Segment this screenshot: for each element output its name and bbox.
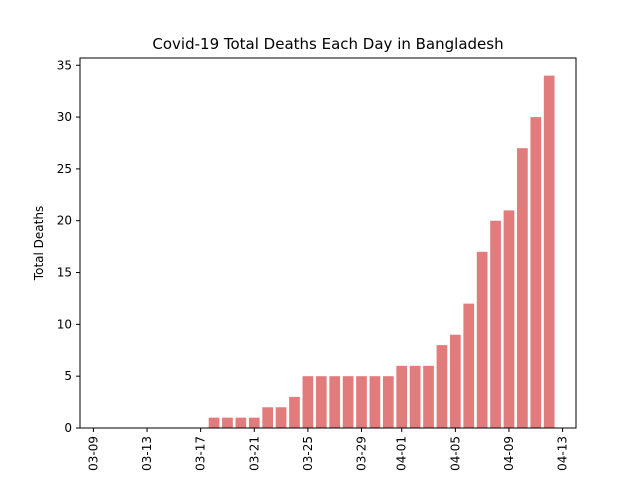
bar (396, 365, 408, 428)
y-tick-label: 15 (57, 266, 72, 280)
x-tick-label: 04-01 (395, 436, 409, 471)
x-tick-label: 03-09 (86, 436, 100, 471)
plot-frame (79, 57, 577, 429)
bar (503, 210, 515, 428)
y-tick-label: 0 (64, 421, 72, 435)
bar (517, 148, 528, 429)
x-tick-label: 04-09 (502, 436, 516, 471)
y-tick-label: 25 (57, 162, 72, 176)
y-tick-label: 30 (57, 110, 72, 124)
bars (208, 75, 555, 429)
x-tick-label: 04-05 (448, 436, 462, 471)
bar (235, 417, 247, 428)
bar (275, 407, 287, 428)
bar (342, 376, 354, 428)
y-axis-label: Total Deaths (32, 206, 46, 281)
x-tick-label: 03-25 (301, 436, 315, 471)
y-tick-label: 10 (57, 317, 72, 331)
bar (423, 365, 434, 428)
bar (329, 376, 341, 428)
bar (315, 376, 327, 428)
y-axis: 0 5 10 15 20 25 30 35 (57, 58, 80, 435)
bar (436, 345, 448, 428)
x-tick-label: 03-13 (140, 436, 154, 471)
bar (409, 365, 421, 428)
y-tick-label: 5 (64, 369, 72, 383)
bar (463, 303, 475, 428)
bar (449, 334, 461, 428)
y-tick-label: 20 (57, 214, 72, 228)
bar (356, 376, 367, 428)
bar (208, 417, 220, 428)
bar (476, 251, 488, 428)
x-tick-label: 03-17 (194, 436, 208, 471)
bar (382, 376, 394, 428)
x-tick-label: 03-21 (247, 436, 261, 471)
chart-title: Covid-19 Total Deaths Each Day in Bangla… (152, 35, 503, 53)
bar (543, 75, 555, 429)
bar (369, 376, 381, 428)
bar (302, 376, 314, 428)
bar (262, 407, 274, 428)
bar (222, 417, 233, 428)
bar (248, 417, 260, 428)
bar (289, 396, 300, 428)
bar (490, 220, 501, 428)
x-tick-label: 03-29 (355, 436, 369, 471)
bar (530, 117, 542, 428)
x-axis: 03-09 03-13 03-17 03-21 03-25 03-29 04-01 04-05… (86, 428, 570, 471)
y-tick-label: 35 (57, 58, 72, 72)
x-tick-label: 04-13 (556, 436, 570, 471)
